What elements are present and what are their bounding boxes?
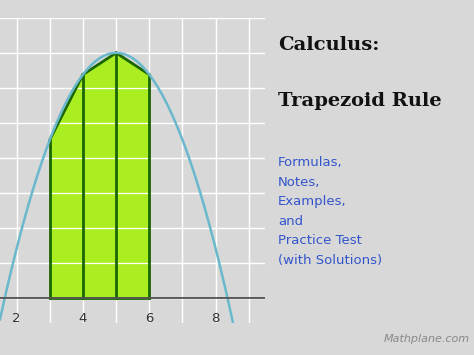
- Text: Mathplane.com: Mathplane.com: [383, 334, 470, 344]
- Polygon shape: [83, 53, 116, 299]
- Polygon shape: [50, 75, 83, 299]
- Text: 4: 4: [79, 312, 87, 325]
- Text: 6: 6: [145, 312, 154, 325]
- Text: Trapezoid Rule: Trapezoid Rule: [278, 92, 441, 110]
- Text: 2: 2: [12, 312, 21, 325]
- Text: 8: 8: [211, 312, 220, 325]
- Text: Formulas,
Notes,
Examples,
and
Practice Test
(with Solutions): Formulas, Notes, Examples, and Practice …: [278, 156, 382, 267]
- Polygon shape: [116, 53, 149, 299]
- Text: Calculus:: Calculus:: [278, 36, 379, 54]
